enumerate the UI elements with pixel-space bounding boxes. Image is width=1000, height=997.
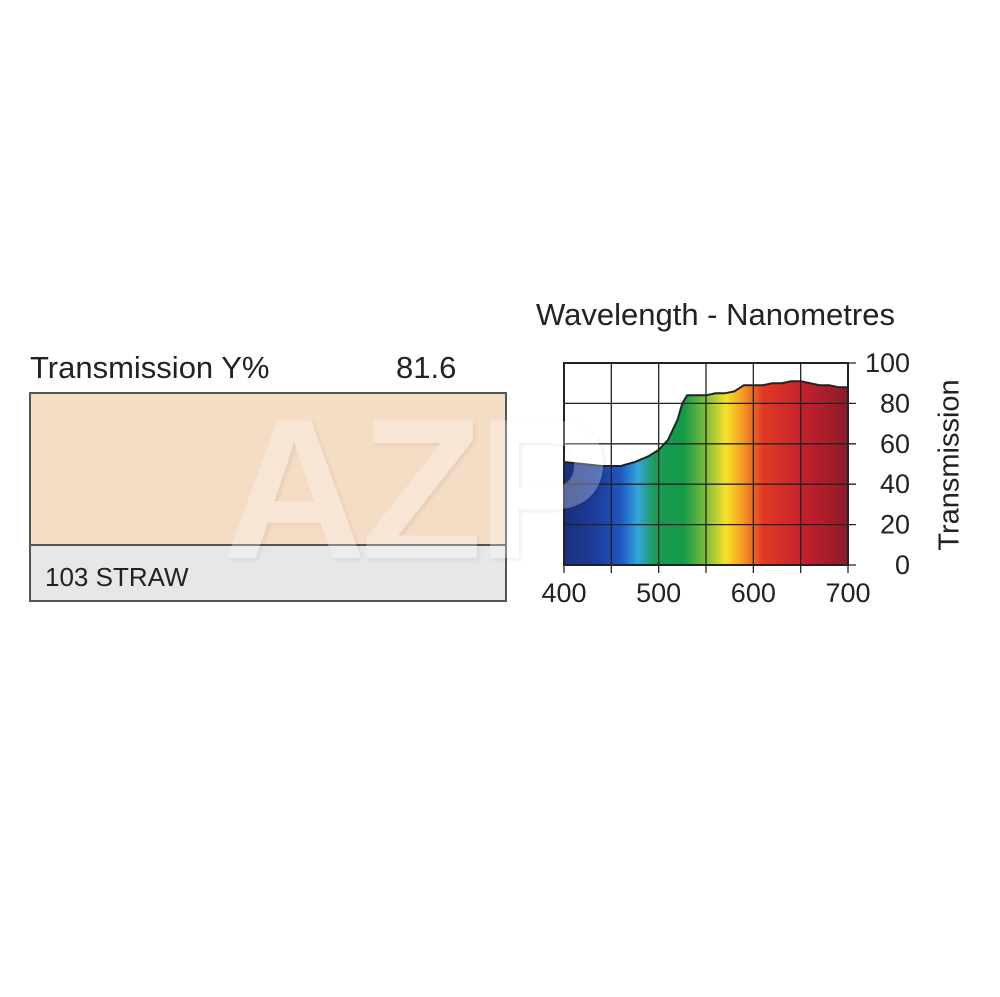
color-swatch — [31, 394, 505, 544]
y-tick-label: 40 — [880, 469, 910, 499]
swatch-divider — [31, 544, 505, 546]
filter-name-band — [31, 546, 505, 600]
x-tick-label: 400 — [541, 578, 586, 608]
plot-frame — [563, 362, 849, 566]
x-tick-label: 600 — [731, 578, 776, 608]
transmission-value: 81.6 — [396, 350, 457, 385]
y-tick-label: 80 — [880, 388, 910, 418]
transmission-label: Transmission Y% — [30, 350, 270, 385]
x-tick-label: 500 — [636, 578, 681, 608]
y-tick-label: 60 — [880, 429, 910, 459]
y-tick-label: 100 — [865, 348, 910, 378]
x-tick-labels: 400 500 600 700 — [541, 578, 870, 608]
x-tick-label: 700 — [825, 578, 870, 608]
filter-swatch-card: 103 STRAW — [29, 392, 507, 602]
y-tick-label: 20 — [880, 510, 910, 540]
y-tick-labels: 0 20 40 60 80 100 — [865, 348, 910, 580]
chart-title: Wavelength - Nanometres — [536, 297, 895, 332]
filter-name: 103 STRAW — [45, 562, 189, 592]
y-tick-label: 0 — [895, 550, 910, 580]
series-line — [563, 380, 848, 467]
